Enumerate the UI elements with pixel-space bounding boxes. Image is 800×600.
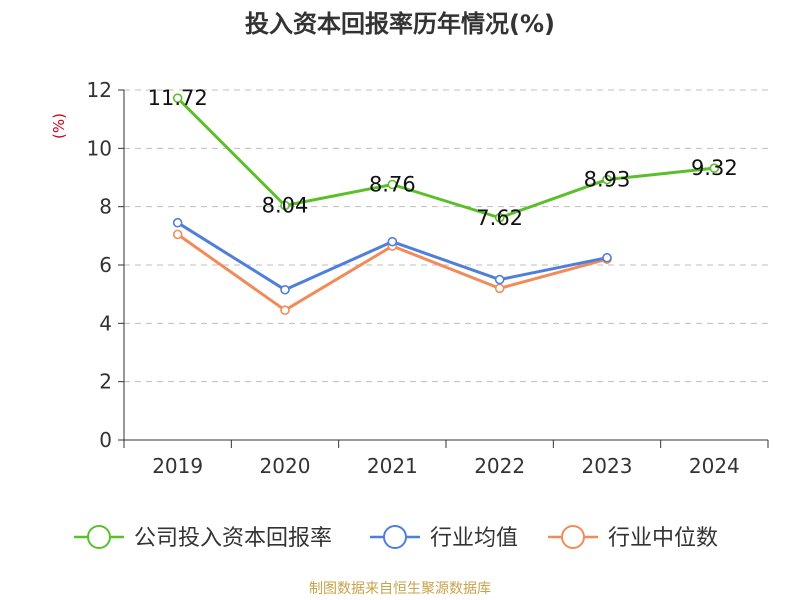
data-point <box>602 252 612 263</box>
x-tick-label: 2022 <box>474 454 525 478</box>
x-tick-label: 2024 <box>689 454 740 478</box>
y-tick-label: 6 <box>99 253 112 277</box>
y-tick-label: 4 <box>99 311 112 335</box>
axes: 0 2 4 6 8 10 12 2019 2020 2021 2022 2023 2024 <box>87 78 769 478</box>
data-point <box>387 179 398 190</box>
data-point <box>602 174 612 185</box>
data-point <box>494 283 505 294</box>
y-axis-label: (%) <box>50 113 68 139</box>
data-point <box>280 284 290 295</box>
legend-item: 行业均值 <box>370 525 518 551</box>
grid-lines <box>124 89 768 383</box>
data-point <box>494 274 505 285</box>
series-lines <box>172 93 720 316</box>
data-point <box>494 212 505 223</box>
legend-item: 公司投入资本回报率 <box>74 525 332 551</box>
data-point <box>387 236 398 247</box>
data-point <box>280 200 290 211</box>
y-tick-label: 8 <box>99 195 112 219</box>
legend: 公司投入资本回报率 行业均值 行业中位数 <box>74 525 718 551</box>
data-point <box>172 217 183 228</box>
legend-label: 行业均值 <box>430 526 518 551</box>
data-label: 9.32 <box>691 156 738 180</box>
source-note: 制图数据来自恒生聚源数据库 <box>309 581 491 597</box>
y-tick-label: 0 <box>99 428 112 452</box>
data-point <box>172 229 183 240</box>
x-tick-label: 2021 <box>367 454 418 478</box>
legend-marker <box>561 525 585 549</box>
x-tick-label: 2023 <box>582 454 633 478</box>
legend-label: 行业中位数 <box>608 526 718 551</box>
data-label: 8.93 <box>584 168 631 192</box>
legend-label: 公司投入资本回报率 <box>134 526 332 551</box>
data-label: 11.72 <box>148 86 208 110</box>
data-label: 7.62 <box>476 206 523 230</box>
legend-item: 行业中位数 <box>548 525 718 551</box>
data-point <box>172 93 183 103</box>
data-label: 8.04 <box>262 194 309 218</box>
data-point <box>280 305 290 316</box>
x-tick-label: 2019 <box>152 454 203 478</box>
chart-title: 投入资本回报率历年情况(%) <box>245 10 555 38</box>
legend-marker <box>87 525 111 549</box>
series-line <box>176 97 715 220</box>
data-point <box>709 163 720 173</box>
x-tick-label: 2020 <box>260 454 311 478</box>
legend-marker <box>383 525 407 549</box>
data-labels: 11.72 8.04 8.76 7.62 8.93 9.32 <box>148 86 738 230</box>
y-tick-label: 2 <box>99 370 112 394</box>
y-tick-label: 10 <box>87 136 112 160</box>
y-tick-label: 12 <box>87 78 112 102</box>
data-label: 8.76 <box>369 173 416 197</box>
